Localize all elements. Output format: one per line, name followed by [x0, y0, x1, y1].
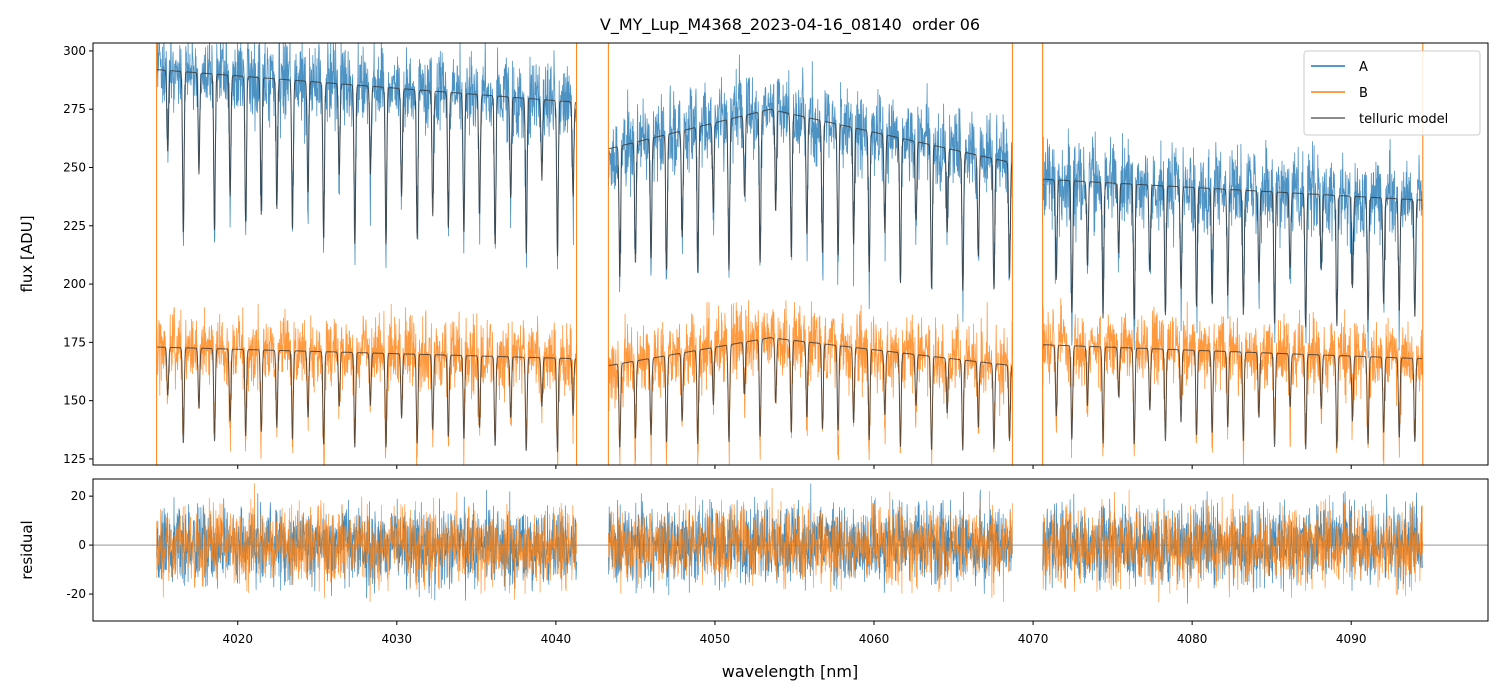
x-tick-label: 4090 — [1336, 632, 1367, 646]
flux-axes-frame — [92, 42, 1489, 466]
series-a-flux-segment-1 — [608, 54, 1013, 322]
legend-label-b: B — [1359, 86, 1368, 101]
y-tick-label: 125 — [63, 452, 86, 466]
y-tick-label: 275 — [63, 102, 86, 116]
telluric-model-a-segment-2 — [1042, 178, 1423, 328]
series-b-flux-segment-2 — [1042, 298, 1424, 465]
telluric-model-b-segment-1 — [608, 337, 1013, 451]
x-tick-label: 4030 — [382, 632, 413, 646]
y-tick-label: 225 — [63, 219, 86, 233]
y-tick-label: 200 — [63, 277, 86, 291]
telluric-model-a-segment-0 — [156, 69, 577, 257]
series-b-flux-segment-1 — [608, 300, 1013, 465]
x-tick-label: 4050 — [700, 632, 731, 646]
series-a-flux-segment-2 — [1042, 128, 1424, 359]
residual-plot-area — [93, 483, 1488, 604]
series-b-residual-segment-1 — [608, 487, 1013, 603]
x-tick-label: 4070 — [1018, 632, 1049, 646]
flux-ylabel: flux [ADU] — [18, 215, 36, 292]
residual-axes-frame — [92, 478, 1489, 622]
legend: A B telluric model — [1303, 50, 1481, 136]
y-tick-label: 300 — [63, 44, 86, 58]
telluric-model-b-segment-2 — [1042, 344, 1423, 450]
y-tick-label: -20 — [66, 587, 86, 601]
y-tick-label: 0 — [78, 538, 86, 552]
telluric-model-a-segment-1 — [608, 108, 1013, 291]
y-tick-label: 175 — [63, 335, 86, 349]
chart-title: V_MY_Lup_M4368_2023-04-16_08140 order 06 — [600, 15, 980, 35]
x-tick-label: 4020 — [222, 632, 253, 646]
x-axis-label: wavelength [nm] — [722, 662, 859, 681]
y-tick-label: 250 — [63, 161, 86, 175]
x-tick-label: 4060 — [859, 632, 890, 646]
series-b-flux-segment-0 — [156, 303, 577, 465]
telluric-model-b-segment-0 — [156, 346, 577, 453]
series-b-residual-segment-0 — [156, 483, 577, 603]
legend-label-model: telluric model — [1359, 112, 1448, 127]
series-b-residual-segment-2 — [1042, 489, 1424, 603]
series-a-flux-segment-0 — [156, 43, 577, 270]
x-tick-label: 4080 — [1177, 632, 1208, 646]
flux-plot-area — [156, 43, 1424, 465]
residual-ylabel: residual — [18, 520, 36, 579]
legend-label-a: A — [1359, 60, 1368, 75]
y-tick-label: 20 — [71, 489, 86, 503]
x-tick-label: 4040 — [541, 632, 572, 646]
y-tick-label: 150 — [63, 394, 86, 408]
